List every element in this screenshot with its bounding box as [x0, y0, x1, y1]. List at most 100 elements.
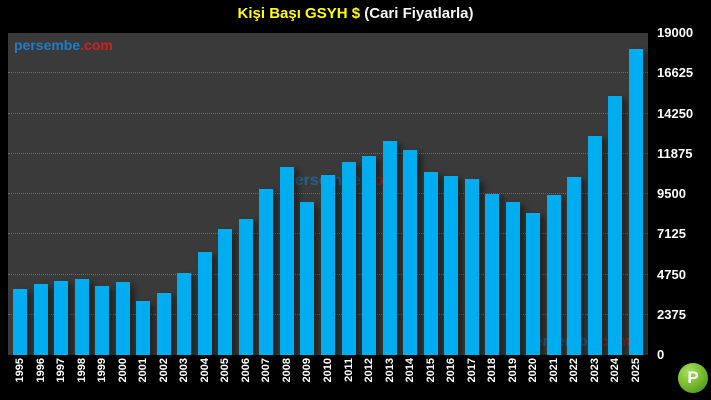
gridline-14250 — [8, 112, 648, 114]
x-tick-text: 2000 — [116, 358, 129, 383]
x-tick-label-2011: 2011 — [342, 358, 356, 394]
x-tick-text: 1995 — [14, 358, 26, 383]
x-tick-text: 2009 — [301, 358, 314, 383]
x-tick-label-2021: 2021 — [547, 358, 561, 394]
x-tick-label-2014: 2014 — [403, 358, 417, 394]
x-tick-label-2007: 2007 — [259, 358, 273, 394]
x-tick-label-2008: 2008 — [280, 358, 294, 394]
x-tick-text: 2024 — [609, 358, 622, 383]
x-tick-label-1996: 1996 — [34, 358, 48, 394]
x-tick-text: 2013 — [383, 358, 396, 383]
bars-container — [8, 33, 648, 355]
persembe-logo: P — [678, 363, 708, 393]
bar-2011 — [341, 162, 356, 355]
plot-area: persembe.com persembe.com persembe.com — [8, 33, 648, 355]
logo-letter: P — [687, 368, 699, 387]
x-tick-label-2018: 2018 — [485, 358, 499, 394]
bar-2017 — [464, 179, 479, 355]
bar-2025 — [628, 49, 643, 355]
bar-1996 — [33, 284, 48, 355]
bar-1999 — [95, 286, 110, 355]
x-tick-label-2003: 2003 — [177, 358, 191, 394]
bar-2016 — [444, 176, 459, 355]
x-tick-text: 1996 — [34, 358, 47, 383]
x-tick-label-2000: 2000 — [116, 358, 130, 394]
x-tick-text: 2011 — [342, 358, 355, 382]
x-tick-text: 2016 — [445, 358, 458, 383]
bar-2009 — [300, 202, 315, 355]
x-tick-label-2019: 2019 — [506, 358, 520, 394]
bar-2012 — [362, 156, 377, 355]
bar-2021 — [546, 195, 561, 355]
y-tick-label-14250: 14250 — [657, 105, 694, 121]
x-tick-text: 2018 — [486, 358, 499, 383]
x-tick-label-2020: 2020 — [526, 358, 540, 394]
x-tick-text: 2002 — [157, 358, 170, 383]
watermark-top-left: persembe.com — [14, 37, 113, 53]
bar-1998 — [74, 279, 89, 355]
bar-2010 — [320, 175, 335, 355]
y-tick-label-9500: 9500 — [657, 186, 686, 201]
bar-2003 — [177, 273, 192, 355]
watermark-site-tld: .com — [80, 37, 113, 53]
x-tick-label-2009: 2009 — [300, 358, 314, 394]
x-tick-text: 2006 — [239, 358, 252, 383]
x-tick-text: 2022 — [568, 358, 581, 383]
x-tick-label-2006: 2006 — [239, 358, 253, 394]
x-tick-text: 2017 — [465, 358, 478, 383]
bar-2019 — [505, 202, 520, 355]
chart-title-main: Kişi Başı GSYH $ — [237, 5, 361, 22]
x-tick-text: 2019 — [506, 358, 519, 383]
bar-2020 — [526, 213, 541, 355]
x-tick-label-2005: 2005 — [218, 358, 232, 394]
x-tick-text: 2015 — [424, 358, 437, 383]
x-tick-label-1995: 1995 — [13, 358, 27, 394]
y-tick-label-2375: 2375 — [657, 306, 686, 322]
x-tick-label-2022: 2022 — [567, 358, 581, 394]
x-tick-text: 2020 — [527, 358, 540, 383]
x-tick-text: 1999 — [96, 358, 109, 383]
x-tick-label-2002: 2002 — [157, 358, 171, 394]
y-tick-label-19000: 19000 — [657, 25, 694, 40]
bar-2001 — [136, 301, 151, 355]
x-tick-label-2024: 2024 — [608, 358, 622, 394]
bar-2022 — [567, 177, 582, 355]
y-tick-label-7125: 7125 — [657, 226, 686, 242]
bar-2002 — [156, 293, 171, 355]
x-tick-text: 2007 — [260, 358, 273, 383]
chart-title: Kişi Başı GSYH $ (Cari Fiyatlarla) — [0, 5, 711, 22]
x-tick-label-2001: 2001 — [136, 358, 150, 394]
bar-1997 — [54, 281, 69, 355]
x-tick-text: 2008 — [280, 358, 293, 383]
y-tick-label-0: 0 — [657, 347, 665, 362]
x-tick-text: 2023 — [588, 358, 601, 383]
bar-2018 — [485, 194, 500, 355]
bar-2006 — [238, 219, 253, 355]
x-tick-text: 2021 — [547, 358, 560, 383]
x-tick-label-2010: 2010 — [321, 358, 335, 394]
bar-2004 — [197, 252, 212, 355]
bar-2007 — [259, 189, 274, 355]
chart-title-sub: (Cari Fiyatlarla) — [360, 5, 474, 22]
bar-2015 — [423, 172, 438, 355]
bar-2000 — [115, 282, 130, 355]
x-tick-text: 2012 — [363, 358, 376, 383]
bar-2024 — [608, 96, 623, 355]
x-axis-labels: 1995 1996 1997 1998 1999 2000 2001 2002 2003 2004… — [8, 358, 648, 394]
x-tick-text: 2004 — [198, 358, 211, 383]
bar-2013 — [382, 141, 397, 355]
x-tick-label-1998: 1998 — [75, 358, 89, 394]
x-tick-label-1999: 1999 — [95, 358, 109, 394]
x-tick-text: 1997 — [55, 358, 68, 383]
x-tick-label-2025: 2025 — [629, 358, 643, 394]
bar-2008 — [279, 167, 294, 355]
bar-2005 — [218, 229, 233, 355]
y-tick-label-4750: 4750 — [657, 266, 686, 282]
x-tick-label-2015: 2015 — [424, 358, 438, 394]
bar-2014 — [403, 150, 418, 355]
y-tick-label-16625: 16625 — [657, 65, 694, 81]
x-tick-text: 1998 — [75, 358, 88, 383]
bar-1995 — [13, 289, 27, 355]
watermark-site-name: persembe — [14, 37, 81, 53]
